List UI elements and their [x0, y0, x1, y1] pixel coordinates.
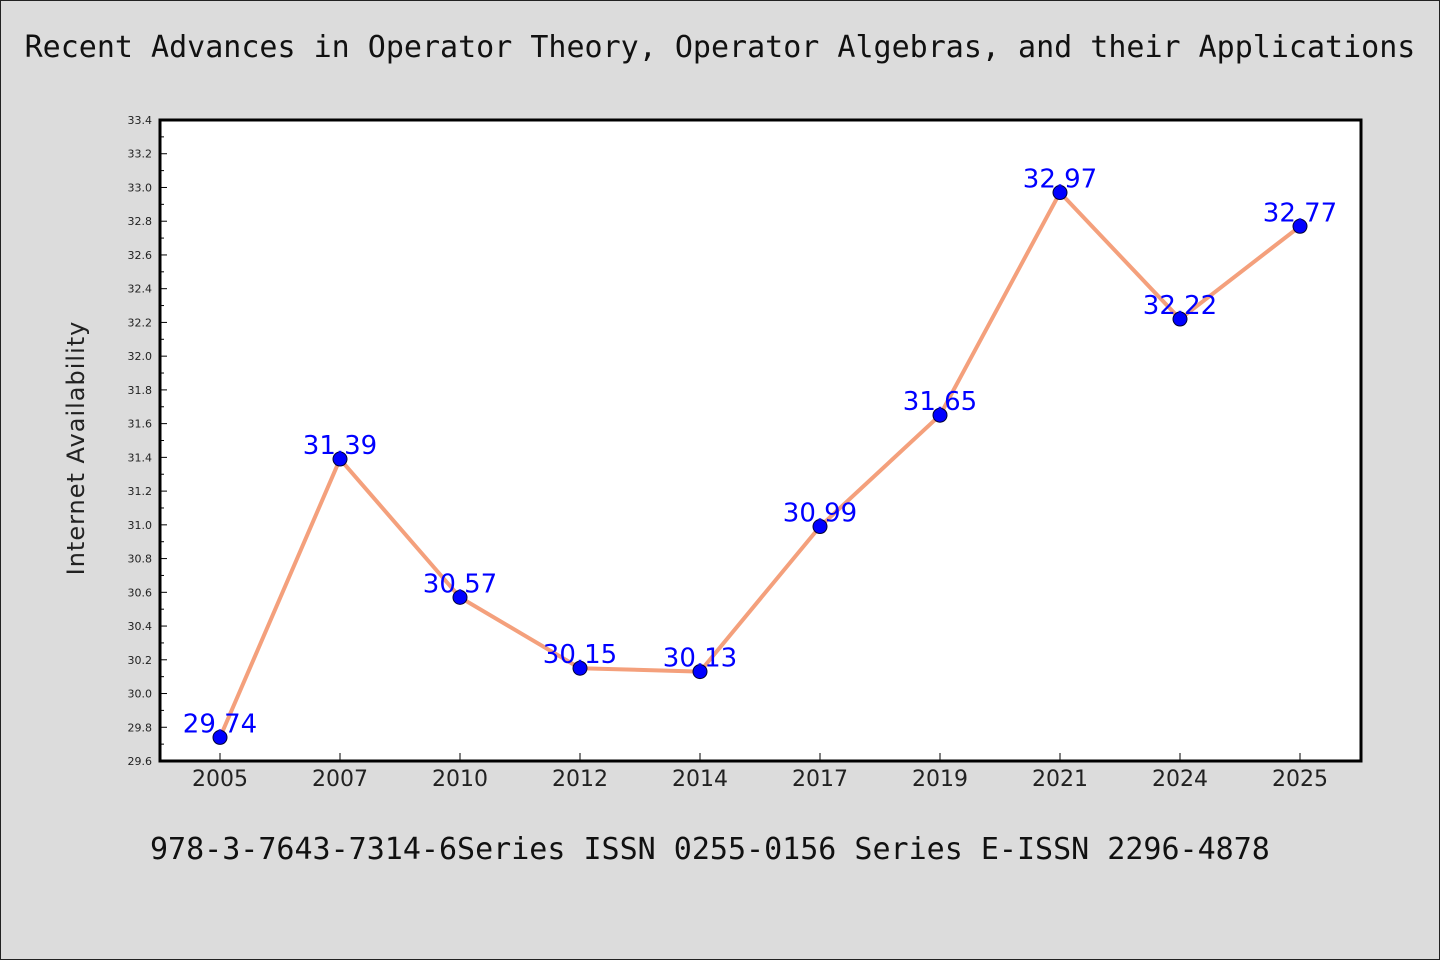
- x-tick-label: 2005: [192, 767, 248, 792]
- y-tick-label: 31.2: [128, 485, 153, 498]
- y-tick-label: 29.8: [128, 721, 153, 734]
- data-point: [572, 660, 588, 676]
- series-line: [218, 190, 1302, 739]
- data-label: 30.99: [783, 499, 857, 529]
- data-point: [812, 519, 828, 535]
- y-tick-label: 30.8: [128, 553, 153, 566]
- plot-area: [158, 118, 1363, 763]
- x-tick-label: 2010: [432, 767, 488, 792]
- data-label: 30.57: [423, 569, 497, 599]
- data-point: [1172, 311, 1188, 327]
- y-tick-label: 29.6: [128, 755, 153, 768]
- data-point: [212, 729, 228, 745]
- y-tick-label: 30.6: [128, 586, 153, 599]
- x-axis-ticks: 2005 2007 2010 2012 2014 2017 2019 2021 2024 2025: [192, 753, 1328, 792]
- y-tick-label: 33.0: [128, 181, 153, 194]
- chart-title: Recent Advances in Operator Theory, Oper…: [24, 30, 1416, 65]
- y-tick-label: 33.2: [128, 148, 153, 161]
- data-label: 30.15: [543, 640, 617, 670]
- data-label-layer: 29.74 31.39 30.57 30.15 30.13 30.99 31.65 32.97…: [183, 165, 1337, 740]
- data-point: [1052, 185, 1068, 201]
- x-tick-label: 2017: [792, 767, 848, 792]
- x-tick-label: 2007: [312, 767, 368, 792]
- x-tick-label: 2012: [552, 767, 608, 792]
- y-tick-label: 33.4: [128, 114, 153, 127]
- data-point: [452, 589, 468, 605]
- data-label: 32.22: [1143, 291, 1217, 321]
- series-layer: [212, 185, 1308, 745]
- y-axis-ticks: 29.6 29.8 30.0 30.2 30.4 30.6 30.8 31.0 31.2 31.4…: [128, 114, 167, 768]
- data-point: [932, 407, 948, 423]
- data-label: 31.39: [303, 431, 377, 461]
- data-label: 30.13: [663, 644, 737, 674]
- data-point: [332, 451, 348, 467]
- y-axis-title: Internet Availability: [62, 321, 90, 576]
- y-tick-label: 32.4: [128, 283, 153, 296]
- y-tick-label: 30.4: [128, 620, 153, 633]
- isbn-issn-footer: 978-3-7643-7314-6Series ISSN 0255-0156 S…: [150, 832, 1270, 867]
- data-label: 32.77: [1263, 198, 1337, 228]
- data-point: [1292, 218, 1308, 234]
- y-tick-label: 30.2: [128, 654, 153, 667]
- y-tick-label: 32.8: [128, 215, 153, 228]
- y-tick-label: 32.2: [128, 316, 153, 329]
- data-point: [692, 664, 708, 680]
- y-tick-label: 30.0: [128, 688, 153, 701]
- y-tick-label: 31.8: [128, 384, 153, 397]
- y-tick-label: 31.4: [128, 451, 153, 464]
- y-tick-label: 32.6: [128, 249, 153, 262]
- x-tick-label: 2024: [1152, 767, 1208, 792]
- data-label: 32.97: [1023, 165, 1097, 195]
- x-tick-label: 2025: [1272, 767, 1328, 792]
- x-tick-label: 2019: [912, 767, 968, 792]
- x-tick-label: 2014: [672, 767, 728, 792]
- data-label: 31.65: [903, 387, 977, 417]
- x-tick-label: 2021: [1032, 767, 1088, 792]
- y-tick-label: 31.0: [128, 519, 153, 532]
- data-label: 29.74: [183, 709, 257, 739]
- y-tick-label: 31.6: [128, 418, 153, 431]
- y-tick-label: 32.0: [128, 350, 153, 363]
